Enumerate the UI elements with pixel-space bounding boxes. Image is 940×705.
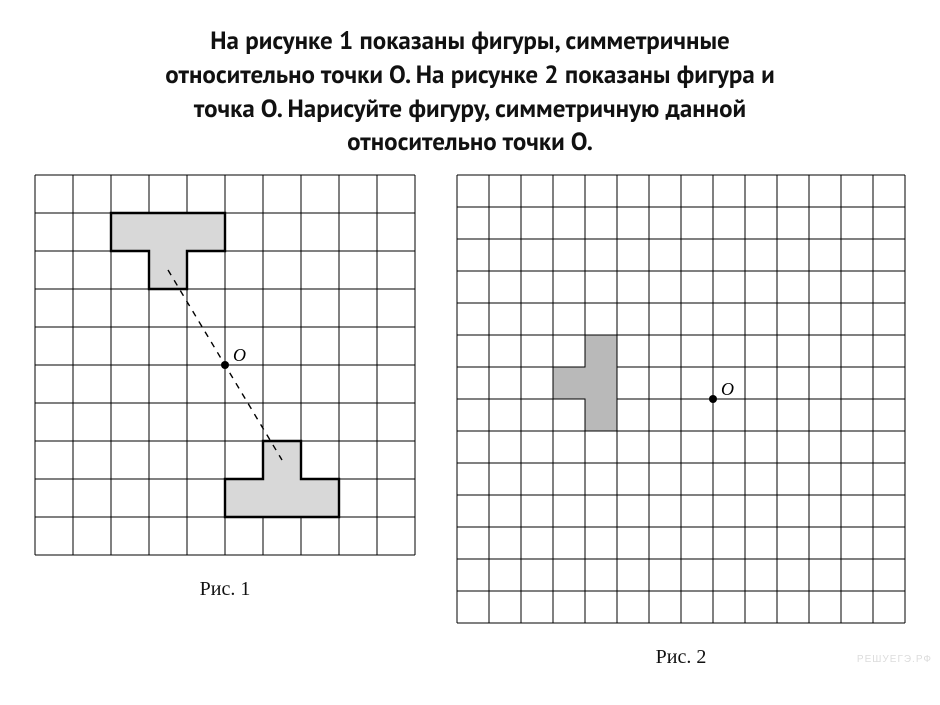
- svg-text:O: O: [721, 379, 734, 399]
- page-root: На рисунке 1 показаны фигуры, симметричн…: [0, 0, 940, 705]
- figure-1-caption: Рис. 1: [200, 578, 251, 601]
- svg-text:O: O: [233, 345, 246, 365]
- figure-2: O Рис. 2: [456, 174, 906, 669]
- title-line: относительно точки О. На рисунке 2 показ…: [40, 58, 900, 92]
- title-line: На рисунке 1 показаны фигуры, симметричн…: [40, 24, 900, 58]
- problem-title: На рисунке 1 показаны фигуры, симметричн…: [0, 24, 940, 164]
- title-line: относительно точки О.: [40, 125, 900, 159]
- figure-1: O Рис. 1: [34, 174, 416, 601]
- figure-2-svg: O: [456, 174, 906, 624]
- figures-row: O Рис. 1 O Рис. 2: [0, 174, 940, 669]
- figure-1-svg: O: [34, 174, 416, 556]
- watermark: РЕШУЕГЭ.РФ: [857, 654, 932, 665]
- title-line: точка О. Нарисуйте фигуру, симметричную …: [40, 92, 900, 126]
- figure-2-caption: Рис. 2: [656, 646, 707, 669]
